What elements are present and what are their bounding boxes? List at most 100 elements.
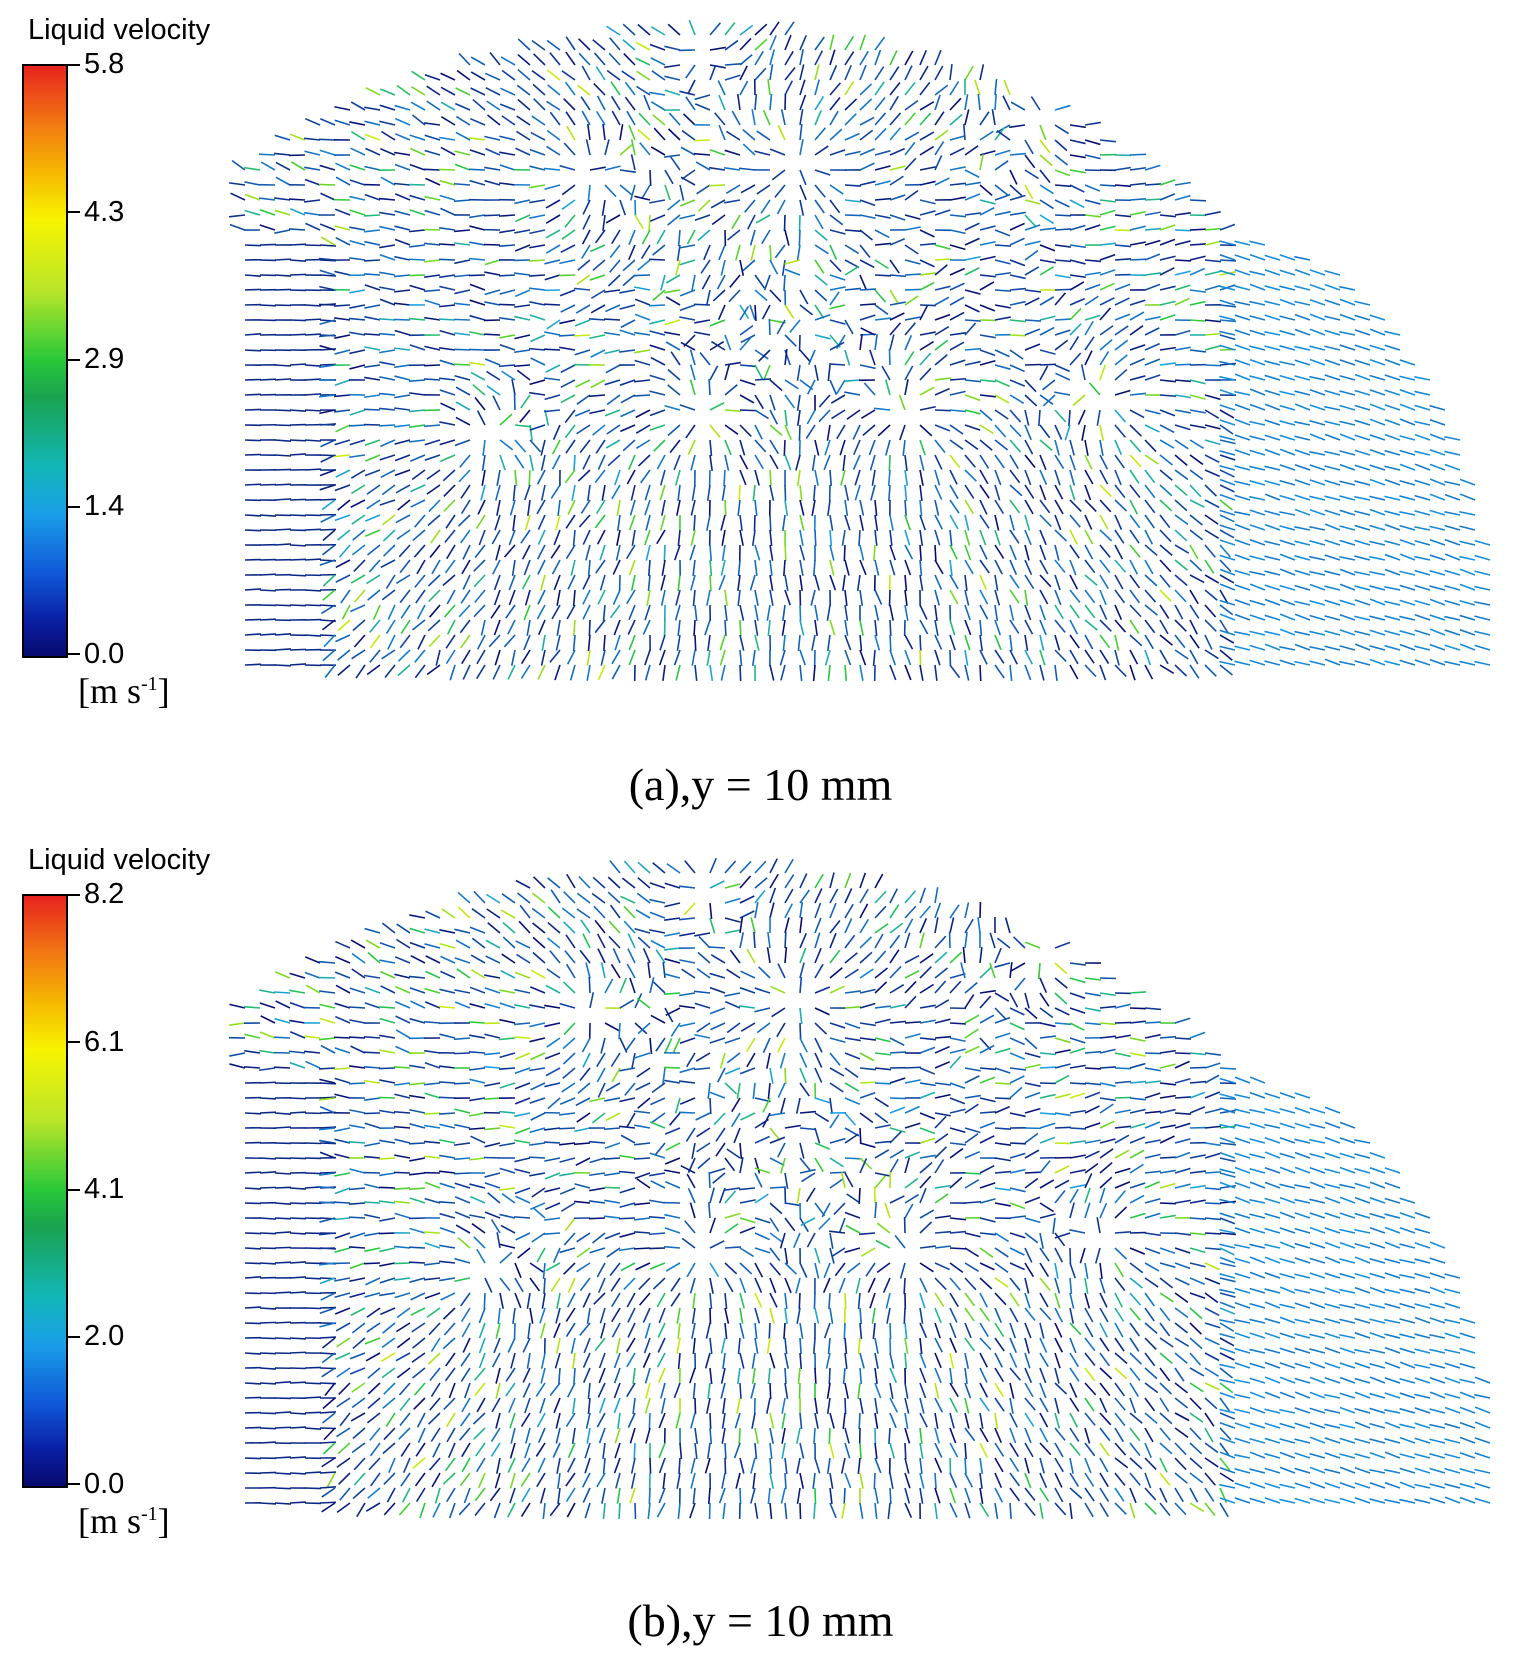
velocity-arrow (244, 663, 262, 666)
velocity-arrow (1249, 614, 1266, 621)
velocity-arrow (1009, 1052, 1026, 1060)
velocity-arrow (1204, 211, 1221, 216)
velocity-arrow (708, 378, 711, 396)
velocity-arrow (260, 1015, 276, 1024)
velocity-arrow (543, 1232, 561, 1235)
velocity-arrow (1309, 389, 1326, 396)
velocity-arrow (853, 439, 861, 456)
velocity-arrow (1009, 334, 1027, 337)
velocity-arrow (319, 1322, 336, 1328)
velocity-arrow (844, 952, 858, 964)
velocity-arrow (919, 1277, 928, 1293)
velocity-arrow (649, 929, 666, 934)
velocity-arrow (319, 484, 336, 491)
velocity-arrow (424, 209, 441, 216)
velocity-arrow (499, 343, 516, 351)
velocity-arrow (1324, 630, 1341, 636)
velocity-arrow (1219, 589, 1229, 605)
velocity-arrow (473, 574, 486, 588)
velocity-arrow (629, 499, 636, 516)
velocity-arrow (289, 133, 306, 141)
velocity-arrow (453, 1082, 471, 1085)
velocity-arrow (1069, 1007, 1086, 1014)
velocity-arrow (1114, 604, 1123, 620)
velocity-arrow (589, 334, 606, 340)
velocity-arrow (1099, 559, 1111, 574)
velocity-arrow (814, 364, 819, 381)
velocity-arrow (1264, 1092, 1281, 1099)
velocity-arrow (649, 424, 666, 431)
velocity-arrow (379, 271, 396, 276)
velocity-arrow (587, 559, 591, 577)
velocity-arrow (754, 364, 764, 380)
velocity-arrow (754, 1307, 761, 1324)
velocity-arrow (289, 1097, 307, 1100)
velocity-arrow (1159, 544, 1173, 556)
velocity-arrow (769, 49, 776, 66)
velocity-arrow (1144, 1021, 1162, 1024)
velocity-arrow (761, 229, 771, 245)
velocity-arrow (860, 1247, 876, 1257)
velocity-arrow (964, 589, 970, 606)
velocity-arrow (829, 888, 839, 904)
velocity-arrow (637, 1022, 651, 1035)
velocity-arrow (829, 65, 838, 81)
velocity-arrow (334, 1153, 351, 1159)
velocity-arrow (994, 210, 1011, 216)
velocity-arrow (1114, 1149, 1130, 1159)
velocity-arrow (1054, 139, 1068, 152)
velocity-arrow (424, 299, 441, 306)
velocity-arrow (789, 319, 801, 333)
velocity-arrow (634, 1172, 651, 1180)
velocity-arrow (902, 439, 906, 456)
velocity-arrow (1279, 584, 1296, 591)
velocity-arrow (634, 195, 651, 201)
velocity-arrow (1099, 1097, 1116, 1102)
velocity-arrow (544, 1157, 561, 1162)
velocity-arrow (515, 214, 531, 223)
velocity-arrow (571, 484, 576, 501)
velocity-arrow (1039, 1262, 1050, 1278)
velocity-arrow (634, 993, 643, 1009)
velocity-arrow (662, 962, 666, 979)
velocity-arrow (620, 1262, 636, 1272)
velocity-arrow (720, 559, 726, 576)
velocity-arrow (1429, 539, 1446, 546)
velocity-arrow (333, 1217, 351, 1221)
velocity-arrow (460, 1307, 471, 1323)
velocity-arrow (636, 892, 651, 904)
velocity-arrow (1444, 511, 1461, 516)
velocity-arrow (904, 1079, 921, 1084)
velocity-arrow (784, 1217, 796, 1232)
velocity-arrow (565, 1307, 576, 1322)
velocity-arrow (904, 529, 911, 546)
velocity-arrow (769, 289, 782, 303)
velocity-arrow (694, 990, 711, 994)
velocity-arrow (709, 1097, 712, 1115)
velocity-arrow (1159, 285, 1176, 291)
velocity-arrow (244, 1292, 262, 1295)
velocity-arrow (567, 574, 576, 590)
velocity-arrow (979, 619, 983, 637)
velocity-arrow (724, 409, 742, 413)
velocity-arrow (964, 1150, 981, 1159)
velocity-arrow (609, 259, 621, 273)
velocity-arrow (628, 604, 636, 621)
velocity-arrow (889, 175, 904, 186)
velocity-arrow (244, 181, 261, 186)
velocity-arrow (498, 214, 516, 217)
velocity-arrow (274, 498, 292, 501)
velocity-arrow (259, 1262, 277, 1265)
velocity-arrow (397, 664, 411, 677)
velocity-arrow (889, 259, 900, 274)
velocity-arrow (378, 1186, 396, 1189)
velocity-arrow (769, 544, 774, 561)
velocity-arrow (1309, 1198, 1326, 1204)
velocity-arrow (1324, 374, 1341, 381)
velocity-arrow (484, 289, 501, 296)
velocity-arrow (979, 359, 996, 366)
velocity-arrow (289, 1061, 306, 1069)
velocity-arrow (1039, 124, 1047, 141)
velocity-arrow (394, 375, 411, 381)
velocity-arrow (1264, 254, 1281, 261)
